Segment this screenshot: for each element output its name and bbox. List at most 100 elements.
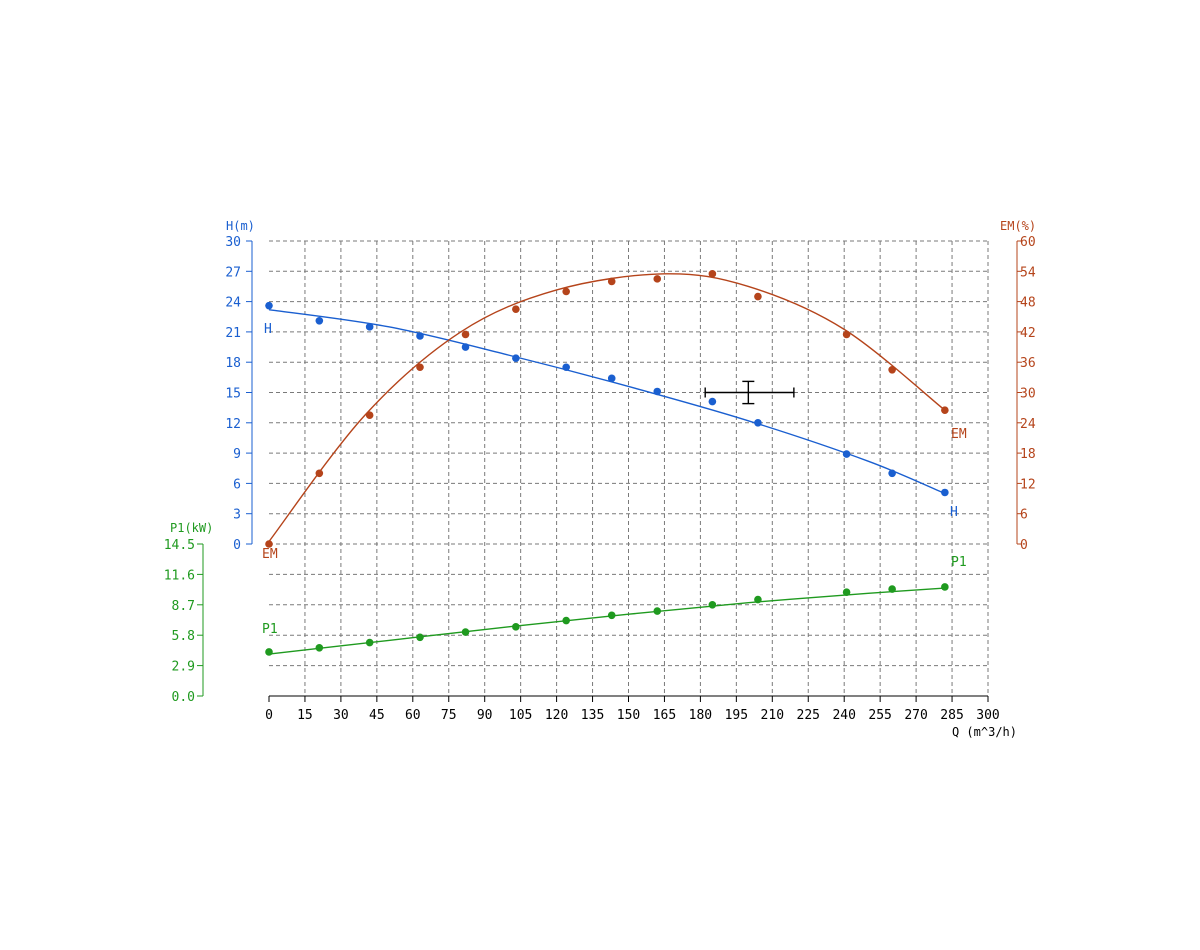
em-tick-label: 0 [1020,538,1028,553]
p1-curve-label: P1 [951,555,967,570]
em-data-point [653,275,662,283]
h-data-point [754,419,762,427]
h-tick-label: 6 [233,477,241,492]
h-data-point [941,488,949,497]
chart-points [265,270,949,656]
em-data-point [315,469,324,478]
duty-point-marker [704,380,795,405]
em-curve-label: EM [951,427,967,442]
x-tick-label: 105 [509,708,532,723]
em-data-point [562,287,570,296]
p1-tick-label: 5.8 [172,629,195,644]
x-tick-label: 90 [477,708,493,723]
x-tick-label: 210 [761,708,784,723]
em-tick-label: 30 [1020,387,1036,402]
p1-curve-label: P1 [262,622,278,637]
h-data-point [416,332,424,340]
em-data-point [842,330,851,339]
x-tick-label: 75 [441,708,457,723]
x-tick-label: 150 [617,708,640,723]
h-data-point [708,397,717,406]
p1-data-point [562,616,570,625]
h-data-point [888,469,896,478]
em-data-point [265,540,273,548]
p1-data-point [512,623,520,631]
x-tick-label: 195 [725,708,748,723]
h-data-point [607,374,616,383]
p1-data-point [754,595,762,604]
h-tick-label: 30 [225,235,241,250]
x-axis-title: Q (m^3/h) [952,725,1017,739]
p1-tick-label: 14.5 [164,538,195,553]
h-axis-title: H(m) [226,219,255,233]
p1-data-point [416,633,424,642]
h-data-point [461,343,470,351]
h-curve [268,308,946,495]
p1-data-point [315,643,324,652]
h-data-point [265,301,273,310]
p1-data-point [653,607,662,615]
em-data-point [708,270,717,278]
em-tick-label: 18 [1020,447,1036,462]
em-data-point [941,406,949,414]
x-tick-label: 60 [405,708,421,723]
h-data-point [842,450,851,458]
x-tick-label: 270 [904,708,927,723]
p1-data-point [708,601,717,609]
p1-data-point [888,585,896,593]
h-data-point [562,363,570,372]
h-data-point [315,316,324,325]
em-tick-label: 48 [1020,296,1036,311]
h-curve-label: H [950,505,958,520]
x-tick-label: 165 [653,708,676,723]
p1-data-point [365,638,374,647]
h-curve-label: H [264,322,272,337]
h-tick-label: 12 [225,417,241,432]
h-data-point [365,323,374,331]
chart-curves [268,273,946,655]
p1-data-point [842,588,851,597]
em-data-point [888,365,896,374]
h-tick-label: 9 [233,447,241,462]
em-data-point [607,277,616,286]
em-data-point [461,330,470,339]
chart-axes: 0 15 30 45 60 75 90 105 120 135 150 165 180 195 210 225… [164,219,1036,739]
em-tick-label: 54 [1020,265,1036,280]
em-curve [268,273,946,542]
x-tick-label: 30 [333,708,349,723]
p1-tick-label: 11.6 [164,568,195,583]
h-tick-label: 27 [225,265,241,280]
h-tick-label: 24 [225,296,241,311]
p1-data-point [607,611,616,620]
em-axis-title: EM(%) [1000,219,1036,233]
x-tick-label: 135 [581,708,604,723]
x-tick-label: 15 [297,708,313,723]
em-data-point [512,305,520,313]
x-tick-label: 120 [545,708,568,723]
h-tick-label: 3 [233,508,241,523]
x-tick-label: 0 [265,708,273,723]
h-tick-label: 15 [225,387,241,402]
em-tick-label: 6 [1020,508,1028,523]
p1-data-point [265,648,273,656]
x-tick-label: 255 [868,708,891,723]
h-tick-label: 0 [233,538,241,553]
x-tick-label: 225 [797,708,820,723]
x-tick-label: 240 [832,708,855,723]
chart-grid [269,240,989,697]
em-data-point [416,363,424,372]
h-data-point [512,354,520,362]
x-tick-label: 285 [940,708,963,723]
em-curve-label: EM [262,547,278,562]
p1-data-point [941,583,949,591]
em-tick-label: 12 [1020,477,1036,492]
x-tick-label: 300 [976,708,999,723]
chart-labels: H H EM EM P1 P1 [262,322,967,637]
em-tick-label: 36 [1020,356,1036,371]
p1-tick-label: 2.9 [172,660,195,675]
em-data-point [754,292,762,301]
p1-curve [268,587,945,655]
p1-tick-label: 0.0 [172,690,195,705]
p1-axis-title: P1(kW) [170,521,213,535]
x-tick-label: 180 [689,708,712,723]
